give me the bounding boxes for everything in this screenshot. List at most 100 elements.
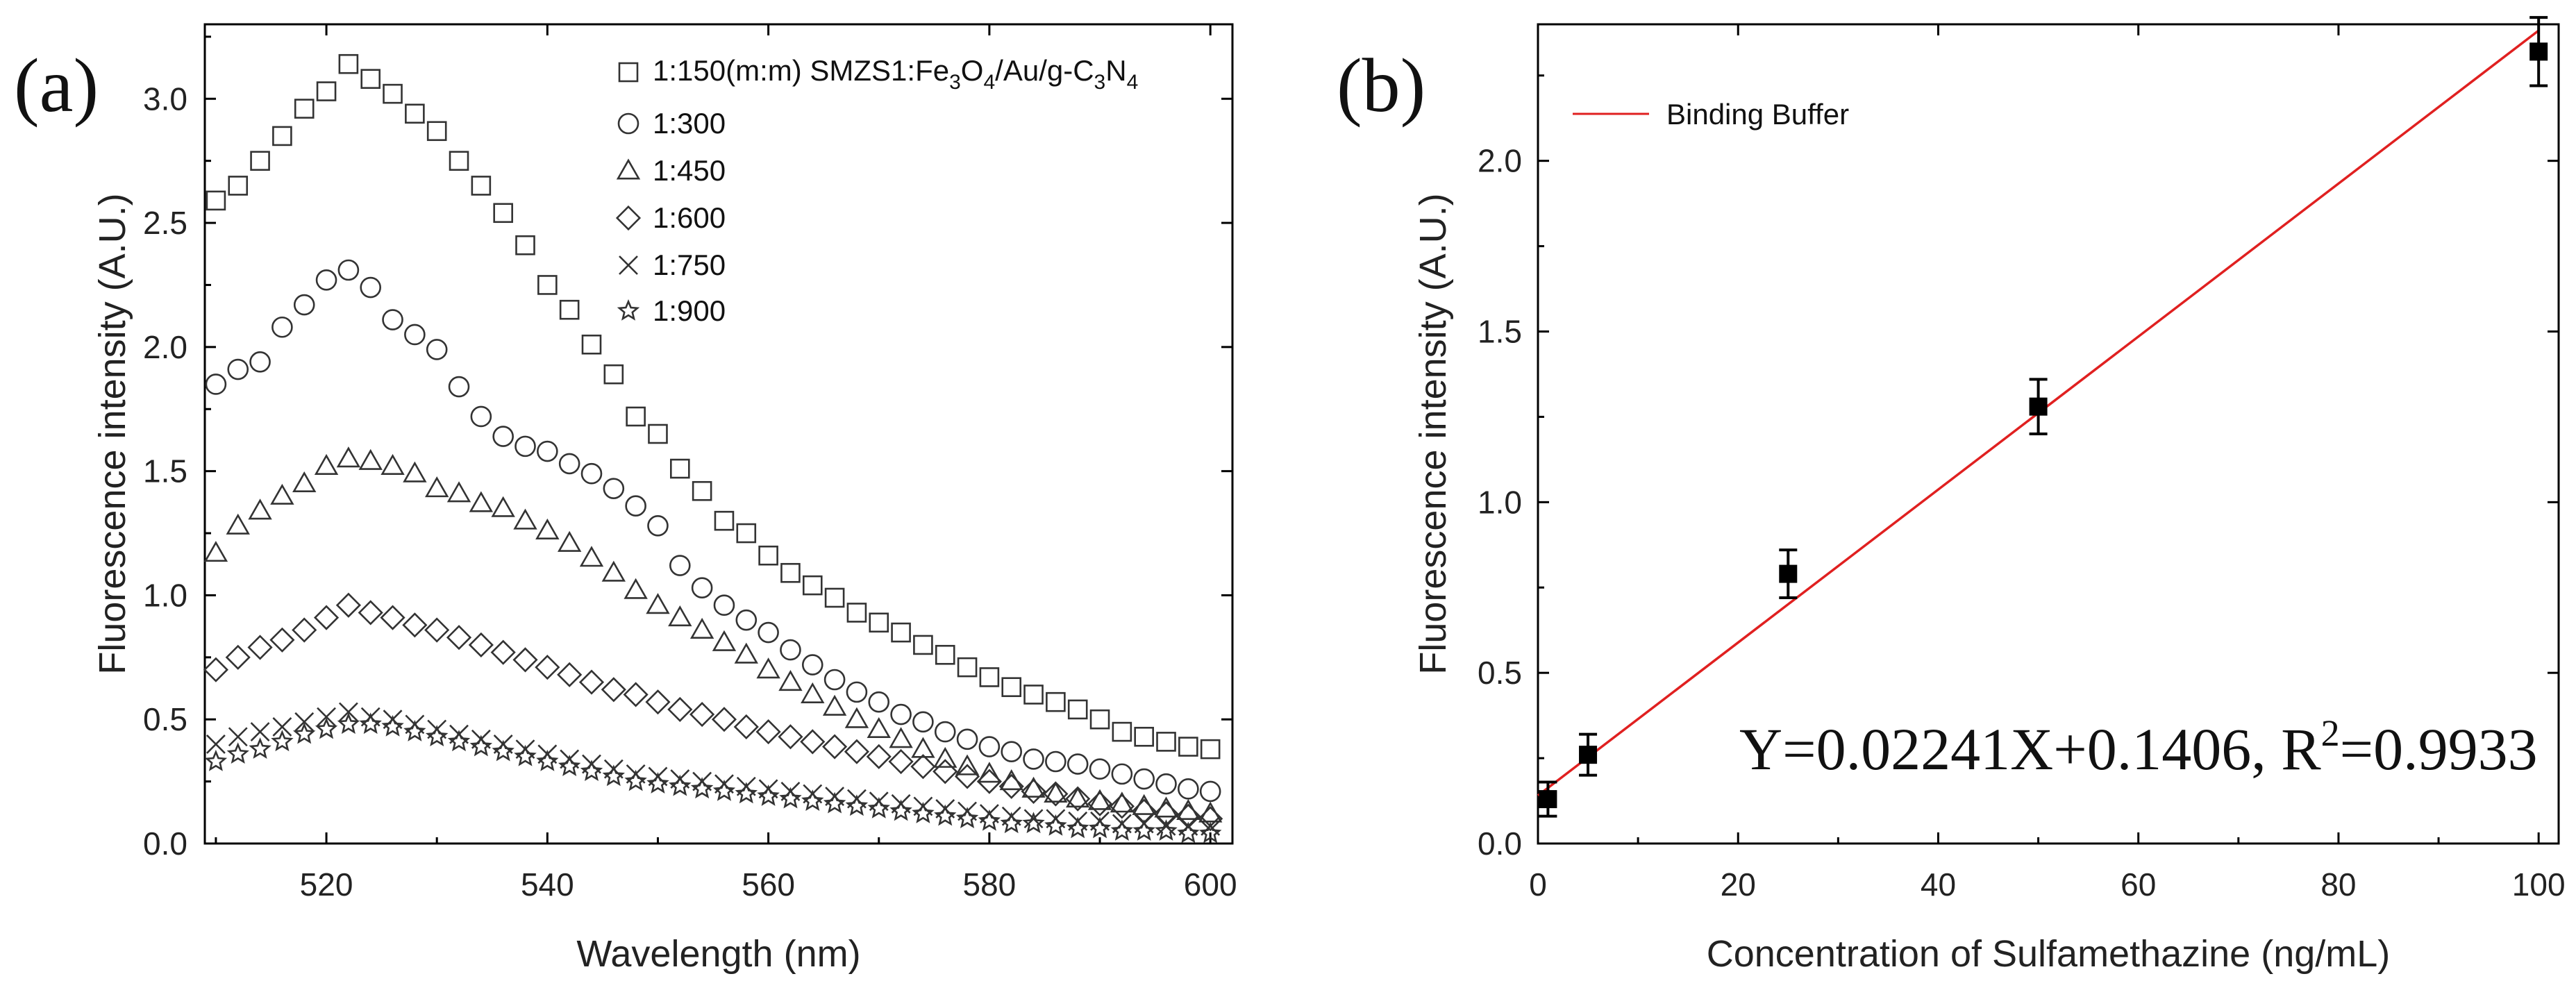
panel-a-series-5-point — [338, 702, 358, 722]
panel-a-series-2-point — [912, 711, 934, 733]
panel-a-series-4-point — [822, 734, 848, 760]
panel-a-series-1-point — [891, 622, 911, 643]
panel-a-series-2-point — [537, 440, 558, 462]
panel-a-series-6-point — [735, 782, 758, 804]
panel-a-series-1-point — [1046, 691, 1066, 712]
panel-a-series-3-point — [336, 446, 361, 468]
panel-a-x-tick-label: 540 — [521, 866, 574, 903]
panel-a-series-6-point — [889, 799, 912, 821]
panel-a-series-1-point — [1089, 709, 1110, 730]
panel-a-series-4-point — [1065, 786, 1091, 812]
panel-a-series-6-point — [646, 772, 669, 794]
panel-a-series-1-point — [360, 69, 381, 89]
panel-a-series-1-point — [670, 458, 690, 479]
panel-a-series-6-point — [1110, 819, 1134, 841]
panel-a-series-3-point — [822, 694, 847, 716]
panel-a-series-1-point — [294, 99, 315, 119]
panel-a-series-1-point — [515, 235, 535, 255]
panel-b-x-axis-label: Concentration of Sulfamethazine (ng/mL) — [1707, 933, 2391, 975]
panel-a-series-2-point — [448, 376, 470, 398]
panel-b-x-tick-label: 20 — [1721, 866, 1756, 903]
panel-a-series-6-point — [1000, 812, 1023, 834]
panel-a: (a) 520 540 560 580 600 0.0 0.5 1.0 1.5 … — [14, 23, 1237, 975]
panel-a-series-3-point — [933, 746, 957, 768]
panel-a-series-2-point — [1178, 778, 1199, 800]
panel-a-series-3-point — [911, 737, 935, 758]
panel-a-series-6-point — [315, 717, 338, 739]
panel-a-series-4-point — [976, 769, 1002, 794]
panel-a-series-3-point — [889, 727, 913, 748]
panel-a-series-4-point — [578, 669, 605, 695]
panel-a-series-4-point — [1176, 803, 1201, 829]
panel-a-series-4-point — [446, 625, 472, 651]
panel-a-series-2-point — [868, 691, 890, 713]
panel-a-series-6-point — [271, 730, 294, 752]
panel-a-series-1-point — [206, 190, 226, 211]
panel-a-series-2-point — [293, 294, 315, 316]
panel-a-series-1-point — [1134, 726, 1154, 747]
panel-a-series-6-point — [867, 796, 890, 819]
legend-entry-4-marker — [615, 205, 642, 231]
panel-a-series-6-point — [690, 777, 714, 799]
panel-a-series-3-point — [469, 491, 494, 512]
panel-a-series-6-point — [845, 794, 869, 816]
panel-a-series-3-point — [955, 754, 980, 775]
panel-a-series-2-point — [735, 609, 758, 631]
panel-a-series-2-point — [846, 681, 868, 703]
panel-a-series-6-point — [955, 807, 979, 829]
panel-b-y-tick-label: 0.0 — [1478, 825, 1522, 862]
panel-a-series-3-point — [535, 518, 560, 539]
panel-a-series-6-point — [823, 791, 846, 814]
panel-a-series-4-point — [888, 748, 914, 775]
panel-a-series-4-point — [490, 639, 516, 665]
panel-a-series-1-point — [1023, 685, 1044, 705]
panel-a-series-1-point — [338, 53, 359, 74]
panel-a-series-2-point — [492, 426, 514, 447]
panel-b-x-tick-label: 0 — [1529, 866, 1547, 903]
panel-a-series-3-point — [403, 461, 427, 483]
panel-a-series-1-point — [780, 562, 801, 583]
legend-entry-3-marker — [616, 158, 641, 180]
panel-a-series-3-point — [778, 670, 803, 691]
panel-b-y-tick-label: 2.0 — [1478, 143, 1522, 179]
panel-a-series-3-point — [624, 578, 648, 599]
panel-a-legend-markers — [615, 62, 642, 321]
panel-a-series-2-point — [1045, 750, 1067, 773]
panel-a-markers — [203, 53, 1223, 844]
panel-a-series-1-point — [913, 635, 933, 655]
panel-a-series-3-point — [1066, 787, 1090, 808]
panel-a-series-6-point — [514, 744, 537, 766]
panel-a-series-4-point — [645, 689, 671, 715]
panel-a-series-6-point — [469, 735, 493, 757]
panel-a-series-2-point — [978, 736, 1001, 757]
panel-a-series-4-point — [402, 612, 428, 638]
panel-a-series-6-point — [602, 764, 625, 787]
panel-a-series-1-point — [802, 575, 823, 596]
panel-a-series-6-point — [978, 809, 1001, 831]
panel-a-series-3-point — [513, 508, 537, 530]
panel-b-ticks — [1537, 24, 2559, 845]
panel-a-series-2-point — [1089, 758, 1111, 780]
panel-a-series-1-point — [736, 523, 757, 544]
panel-a-series-1-point — [471, 176, 492, 196]
panel-a-series-1-point — [979, 667, 1000, 687]
panel-a-series-6-point — [934, 804, 957, 826]
panel-a-series-6-point — [492, 739, 515, 762]
panel-a-series-1-point — [449, 151, 469, 171]
panel-a-series-4-point — [1043, 781, 1069, 807]
panel-a-y-axis-label: Fluorescence intensity (A.U.) — [92, 193, 133, 674]
panel-a-y-tick-label: 2.0 — [143, 329, 187, 365]
panel-a-series-1-point — [405, 103, 425, 124]
panel-a-series-6-point — [1155, 819, 1178, 841]
panel-a-series-2-point — [669, 555, 691, 576]
panel-a-series-6-point — [226, 742, 249, 764]
panel-a-series-4-point — [203, 657, 229, 682]
panel-a-series-4-point — [601, 677, 626, 703]
panel-b: (b) 0 20 40 60 80 100 0.0 0.5 1.0 1.5 2.… — [1337, 16, 2566, 975]
panel-a-series-1-point — [272, 126, 292, 146]
panel-a-series-1-point — [957, 657, 978, 678]
panel-a-series-1-point — [316, 81, 337, 101]
panel-a-series-2-point — [1155, 773, 1177, 795]
legend-entry-3-label: 1:450 — [653, 154, 726, 187]
panel-a-series-6-point — [536, 749, 559, 771]
